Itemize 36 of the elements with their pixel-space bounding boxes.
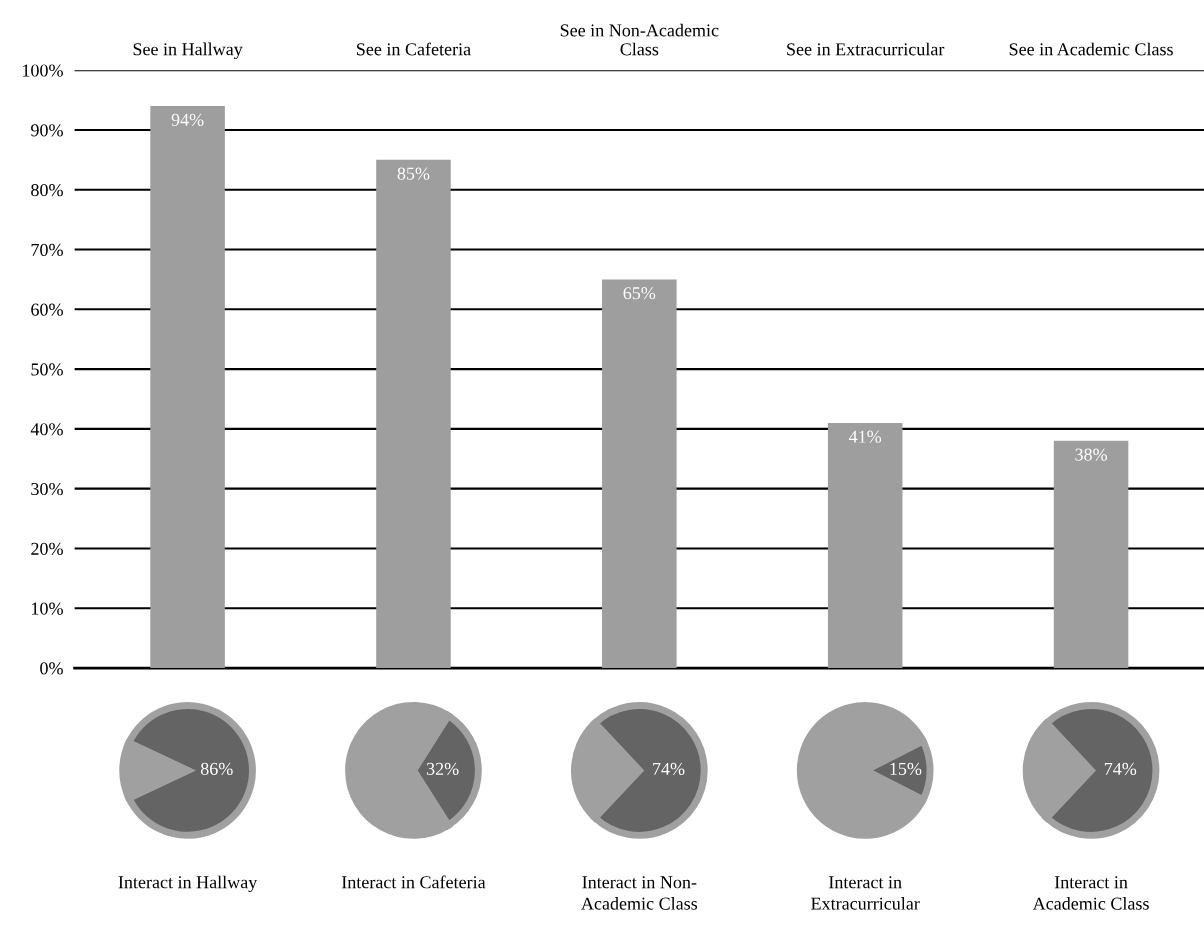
text: Interact in Extracurricular: [811, 876, 920, 910]
text: Interact in Cafeteria: [341, 875, 486, 889]
y-tick-label: 70%: [31, 243, 63, 257]
data-label: 38%: [1075, 448, 1107, 461]
y-tick-label: 40%: [30, 423, 63, 436]
bar: [150, 106, 225, 669]
text: Interact in Academic Class: [1032, 876, 1149, 910]
data-label: 41%: [849, 430, 882, 443]
y-tick-label: 60%: [31, 303, 63, 316]
bar: [827, 422, 903, 669]
y-tick-label: 30%: [31, 482, 63, 496]
bar: [376, 159, 451, 669]
data-label: 15%: [890, 762, 922, 776]
text: Interact in Hallway: [118, 875, 258, 893]
bar: [1053, 440, 1129, 669]
x-tick-label: See in Extracurricular: [787, 42, 945, 56]
bar: [602, 279, 677, 669]
y-tick-label: 100%: [23, 64, 63, 77]
data-label: 86%: [200, 762, 233, 776]
text: Interact in Non- Academic Class: [581, 876, 698, 910]
data-label: 74%: [1104, 762, 1137, 776]
y-tick-label: 10%: [32, 602, 63, 615]
x-tick-label: See in Hallway: [133, 42, 243, 60]
data-label: 94%: [171, 113, 204, 126]
y-tick-label: 80%: [31, 183, 63, 197]
y-tick-label: 0%: [40, 662, 63, 675]
data-label: 74%: [653, 762, 685, 776]
x-tick-label: See in Academic Class: [1009, 42, 1173, 56]
data-label: 32%: [426, 762, 459, 776]
x-tick-label: See in Non-Academic Class: [560, 23, 719, 56]
y-tick-label: 20%: [31, 542, 63, 555]
data-label: 65%: [623, 287, 656, 300]
data-label: 85%: [397, 167, 430, 180]
x-tick-label: See in Cafeteria: [357, 42, 471, 56]
y-tick-label: 90%: [31, 124, 63, 137]
y-tick-label: 50%: [31, 363, 63, 376]
